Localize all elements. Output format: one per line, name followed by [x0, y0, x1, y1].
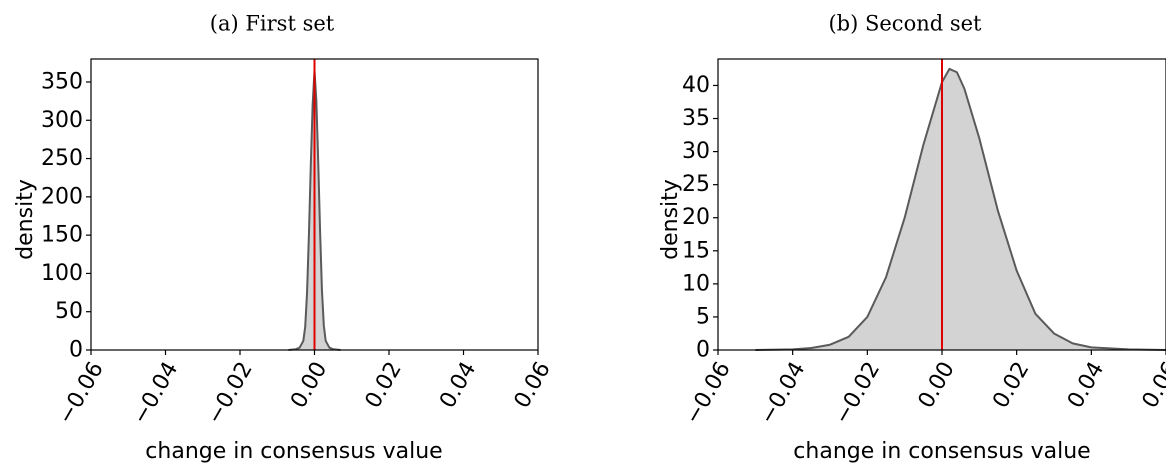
x-tick-label: −0.02	[830, 358, 885, 429]
y-tick-label: 10	[682, 271, 710, 296]
x-tick-label: −0.02	[202, 358, 257, 429]
x-tick-label: 0.04	[1063, 358, 1109, 413]
y-tick-label: 25	[682, 172, 710, 197]
chart-caption: (b) Second set	[828, 12, 982, 36]
x-tick-label: 0.00	[914, 358, 960, 413]
y-tick-label: 300	[41, 108, 83, 133]
y-axis-label: density	[658, 179, 683, 260]
y-tick-label: 5	[696, 304, 710, 329]
y-tick-label: 100	[41, 261, 83, 286]
x-tick-label: −0.06	[53, 358, 108, 429]
y-tick-label: 40	[682, 73, 710, 98]
x-tick-label: −0.06	[680, 358, 735, 429]
y-tick-label: 250	[41, 146, 83, 171]
y-tick-label: 200	[41, 184, 83, 209]
x-tick-label: −0.04	[128, 358, 183, 429]
x-tick-label: 0.06	[1138, 358, 1166, 413]
density-line	[755, 67, 1166, 351]
y-tick-label: 30	[682, 139, 710, 164]
x-axis-label: change in consensus value	[145, 439, 442, 464]
chart-panel-2: (b) Second set 0 5 10 15 20 25 30 35 40 −0.06 −0.04…	[658, 12, 1166, 464]
y-tick-label: 35	[682, 106, 710, 131]
x-tick-label: −0.04	[755, 358, 810, 429]
x-tick-label: 0.06	[510, 358, 556, 413]
chart-caption: (a) First set	[210, 12, 335, 36]
y-tick-label: 20	[682, 205, 710, 230]
x-tick-label: 0.00	[286, 358, 332, 413]
x-axis-label: change in consensus value	[793, 439, 1090, 464]
chart-panel-1: (a) First set050100150200250300350−0.06−…	[13, 12, 556, 465]
y-tick-label: 0	[69, 338, 83, 363]
y-tick-label: 150	[41, 223, 83, 248]
y-tick-label: 350	[41, 69, 83, 94]
y-axis-label: density	[13, 179, 38, 260]
x-tick-label: 0.04	[435, 358, 481, 413]
y-tick-label: 0	[696, 338, 710, 363]
x-tick-label: 0.02	[988, 358, 1034, 413]
x-tick-label: 0.02	[361, 358, 407, 413]
y-tick-label: 50	[55, 299, 83, 324]
y-tick-label: 15	[682, 238, 710, 263]
density-area	[755, 68, 1166, 351]
